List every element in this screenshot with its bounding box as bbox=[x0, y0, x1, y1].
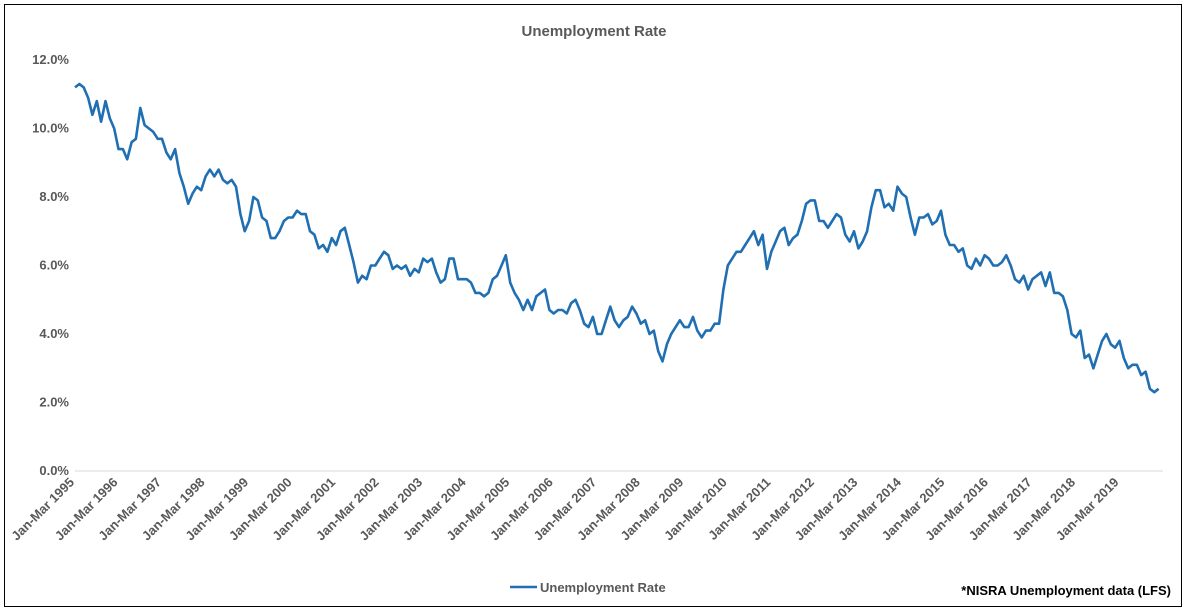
y-tick-label: 12.0% bbox=[32, 52, 69, 67]
y-axis: 0.0% 2.0% 4.0% 6.0% 8.0% 10.0% 12.0% bbox=[32, 52, 69, 478]
y-tick-label: 8.0% bbox=[39, 189, 69, 204]
legend-label: Unemployment Rate bbox=[540, 580, 666, 595]
y-tick-label: 10.0% bbox=[32, 121, 69, 136]
line-chart: 0.0% 2.0% 4.0% 6.0% 8.0% 10.0% 12.0% Jan-Mar 1… bbox=[8, 52, 1163, 595]
y-tick-label: 2.0% bbox=[39, 395, 69, 410]
legend: Unemployment Rate bbox=[510, 580, 666, 595]
chart-frame: Unemployment Rate 0.0% 2.0% 4.0% 6.0% 8.0% 10… bbox=[4, 4, 1182, 607]
y-tick-label: 4.0% bbox=[39, 326, 69, 341]
chart-title: Unemployment Rate bbox=[521, 23, 667, 40]
y-tick-label: 6.0% bbox=[39, 258, 69, 273]
series-line-unemployment-rate bbox=[74, 82, 1160, 394]
source-note: *NISRA Unemployment data (LFS) bbox=[961, 583, 1171, 598]
y-tick-label: 0.0% bbox=[39, 463, 69, 478]
